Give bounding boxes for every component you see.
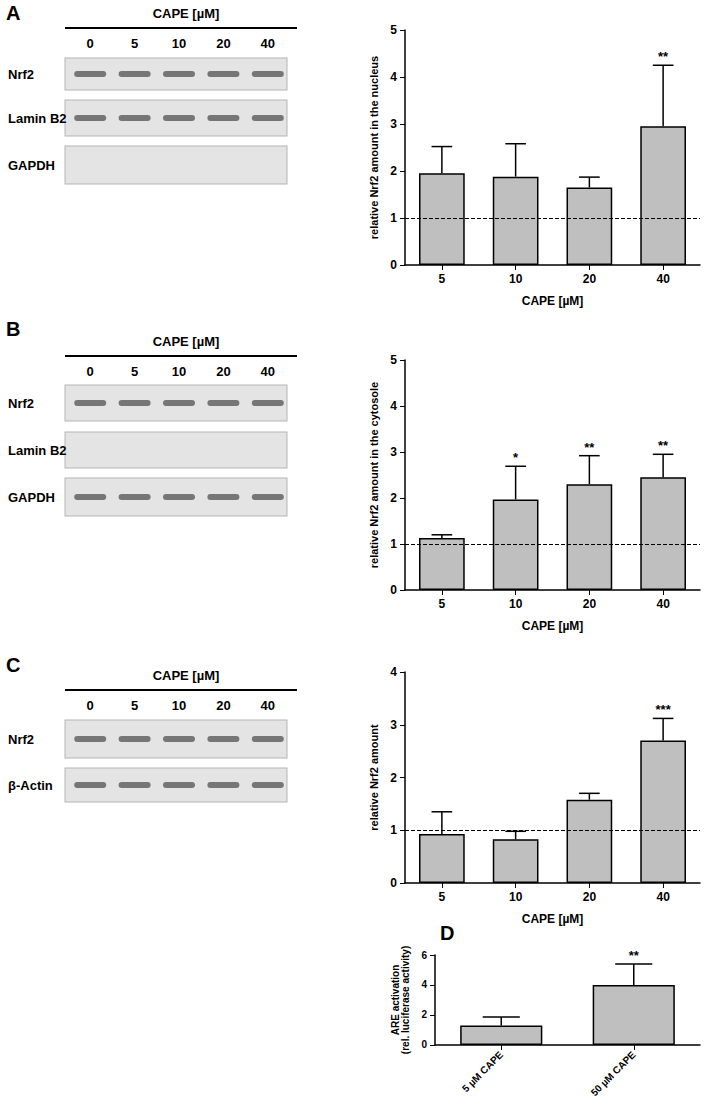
svg-text:0: 0 bbox=[87, 36, 94, 51]
svg-text:5: 5 bbox=[131, 698, 138, 713]
svg-text:20: 20 bbox=[583, 272, 597, 286]
svg-text:**: ** bbox=[584, 440, 595, 455]
svg-text:5: 5 bbox=[439, 272, 446, 286]
svg-text:40: 40 bbox=[656, 890, 670, 904]
svg-text:1: 1 bbox=[390, 211, 397, 225]
svg-text:relative Nrf2 amount in the nu: relative Nrf2 amount in the nucleus bbox=[368, 56, 380, 239]
svg-text:***: *** bbox=[656, 702, 672, 717]
svg-text:10: 10 bbox=[172, 364, 186, 379]
svg-text:CAPE [µM]: CAPE [µM] bbox=[522, 294, 584, 308]
svg-text:3: 3 bbox=[390, 117, 397, 131]
svg-text:5: 5 bbox=[439, 890, 446, 904]
svg-text:2: 2 bbox=[390, 164, 397, 178]
svg-text:ARE activation: ARE activation bbox=[390, 964, 401, 1036]
svg-text:CAPE [µM]: CAPE [µM] bbox=[153, 334, 220, 349]
svg-text:B: B bbox=[6, 318, 20, 340]
svg-text:10: 10 bbox=[509, 272, 523, 286]
svg-text:5: 5 bbox=[131, 36, 138, 51]
svg-text:40: 40 bbox=[261, 36, 275, 51]
svg-text:40: 40 bbox=[261, 364, 275, 379]
svg-text:β-Actin: β-Actin bbox=[8, 778, 53, 793]
svg-text:CAPE [µM]: CAPE [µM] bbox=[153, 6, 220, 21]
svg-text:20: 20 bbox=[216, 36, 230, 51]
svg-text:4: 4 bbox=[390, 70, 397, 84]
svg-text:5 µM CAPE: 5 µM CAPE bbox=[460, 1049, 505, 1094]
svg-text:relative Nrf2 amount in the cy: relative Nrf2 amount in the cytosole bbox=[368, 382, 380, 568]
svg-text:10: 10 bbox=[509, 890, 523, 904]
svg-text:20: 20 bbox=[216, 698, 230, 713]
svg-text:Nrf2: Nrf2 bbox=[8, 67, 34, 82]
svg-text:4: 4 bbox=[390, 399, 397, 413]
svg-text:4: 4 bbox=[390, 665, 397, 679]
svg-text:A: A bbox=[6, 2, 20, 24]
svg-text:2: 2 bbox=[421, 1009, 427, 1020]
svg-text:40: 40 bbox=[261, 698, 275, 713]
svg-text:5: 5 bbox=[390, 353, 397, 367]
svg-text:2: 2 bbox=[390, 491, 397, 505]
svg-text:6: 6 bbox=[421, 950, 427, 961]
svg-text:3: 3 bbox=[390, 445, 397, 459]
svg-text:50 µM CAPE: 50 µM CAPE bbox=[589, 1049, 638, 1098]
svg-text:GAPDH: GAPDH bbox=[8, 158, 55, 173]
svg-text:D: D bbox=[440, 922, 454, 944]
svg-text:1: 1 bbox=[390, 823, 397, 837]
svg-text:CAPE [µM]: CAPE [µM] bbox=[522, 912, 584, 926]
svg-text:40: 40 bbox=[656, 272, 670, 286]
svg-text:CAPE [µM]: CAPE [µM] bbox=[153, 668, 220, 683]
svg-text:CAPE [µM]: CAPE [µM] bbox=[522, 619, 584, 633]
svg-text:0: 0 bbox=[421, 1039, 427, 1050]
svg-text:0: 0 bbox=[87, 698, 94, 713]
svg-text:**: ** bbox=[658, 49, 669, 64]
svg-text:10: 10 bbox=[172, 36, 186, 51]
svg-text:0: 0 bbox=[390, 258, 397, 272]
svg-text:5: 5 bbox=[439, 597, 446, 611]
svg-text:20: 20 bbox=[583, 890, 597, 904]
svg-text:5: 5 bbox=[131, 364, 138, 379]
svg-text:Nrf2: Nrf2 bbox=[8, 732, 34, 747]
svg-text:0: 0 bbox=[87, 364, 94, 379]
svg-text:10: 10 bbox=[509, 597, 523, 611]
svg-text:2: 2 bbox=[390, 771, 397, 785]
svg-text:Nrf2: Nrf2 bbox=[8, 396, 34, 411]
svg-text:**: ** bbox=[658, 438, 669, 453]
svg-text:**: ** bbox=[629, 948, 640, 963]
svg-text:Lamin B2: Lamin B2 bbox=[8, 443, 67, 458]
svg-text:4: 4 bbox=[421, 979, 427, 990]
svg-text:5: 5 bbox=[390, 23, 397, 37]
svg-text:Lamin B2: Lamin B2 bbox=[8, 111, 67, 126]
svg-text:20: 20 bbox=[216, 364, 230, 379]
svg-text:relative Nrf2 amount: relative Nrf2 amount bbox=[368, 724, 380, 831]
svg-text:C: C bbox=[6, 654, 20, 676]
svg-text:0: 0 bbox=[390, 583, 397, 597]
svg-text:40: 40 bbox=[656, 597, 670, 611]
svg-text:20: 20 bbox=[583, 597, 597, 611]
svg-text:0: 0 bbox=[390, 876, 397, 890]
svg-text:3: 3 bbox=[390, 718, 397, 732]
svg-text:10: 10 bbox=[172, 698, 186, 713]
svg-text:1: 1 bbox=[390, 537, 397, 551]
svg-text:(rel. luciferase activity): (rel. luciferase activity) bbox=[400, 946, 411, 1054]
svg-text:GAPDH: GAPDH bbox=[8, 490, 55, 505]
svg-text:*: * bbox=[513, 450, 519, 465]
